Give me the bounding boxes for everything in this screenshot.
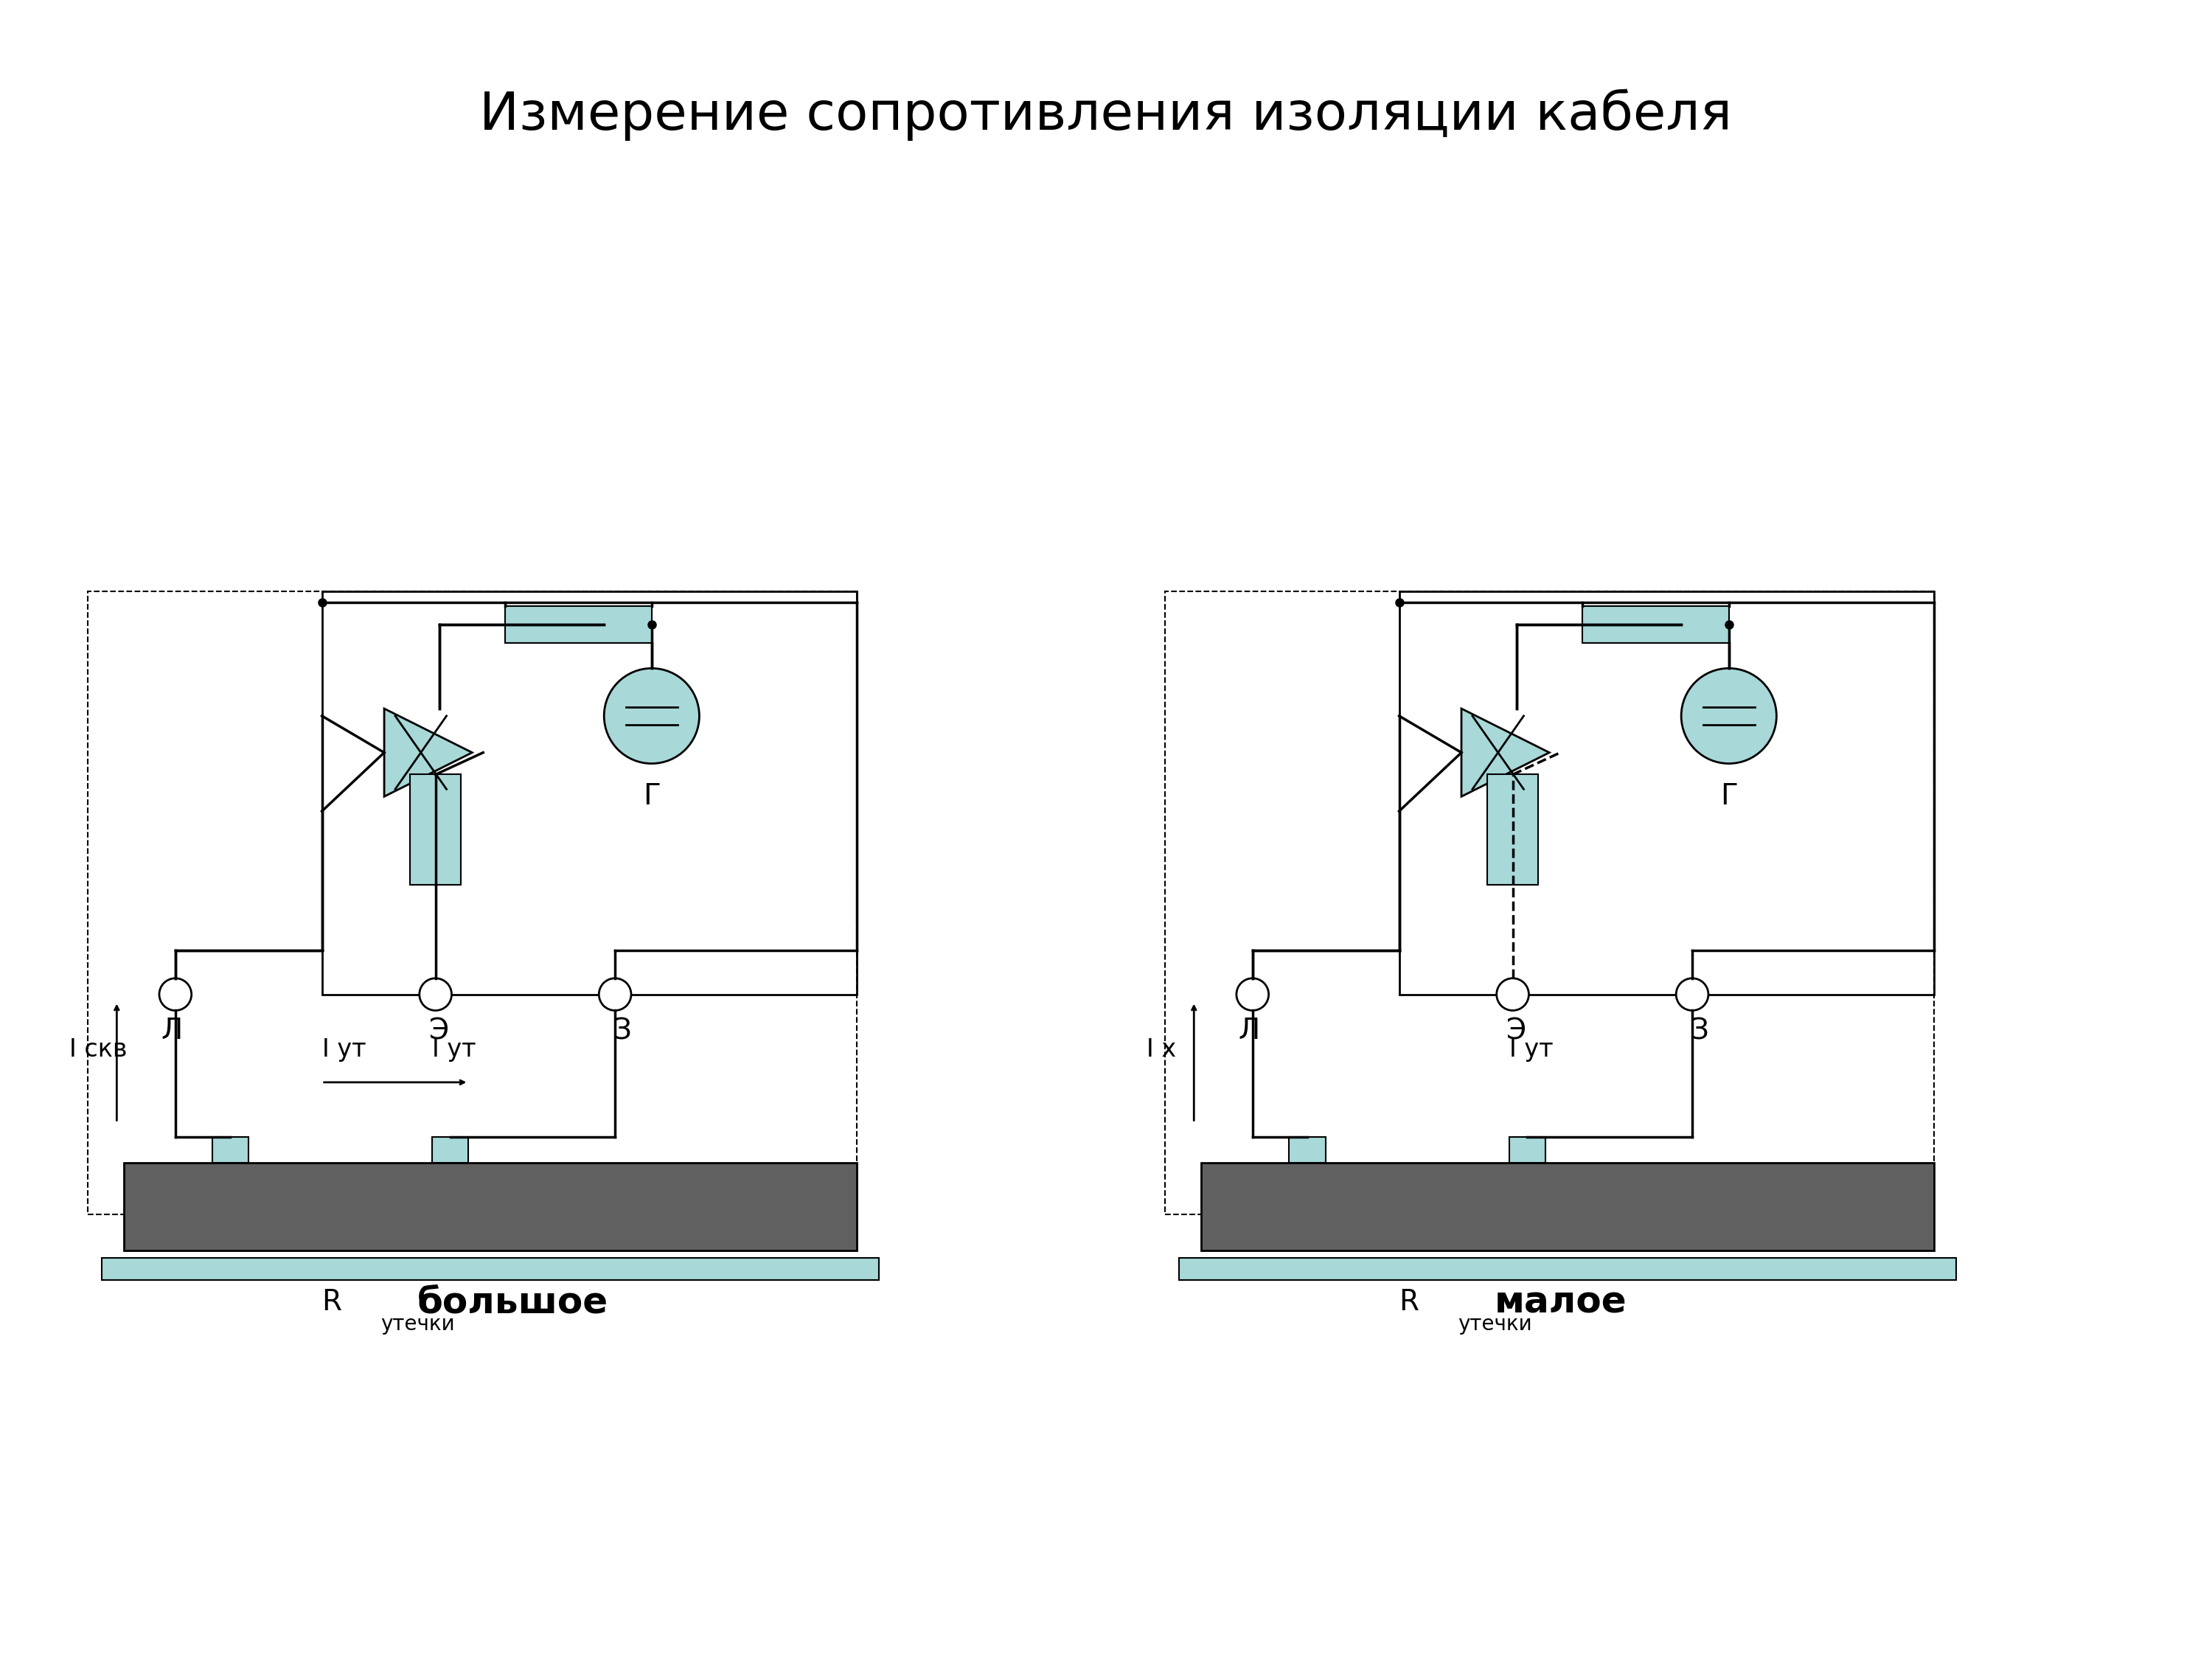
- Polygon shape: [1462, 708, 1548, 796]
- Text: Л: Л: [161, 1017, 181, 1045]
- Text: I скв: I скв: [69, 1037, 126, 1062]
- Bar: [212, 1138, 248, 1163]
- Bar: [1400, 591, 1933, 994]
- Text: Г: Г: [644, 783, 661, 811]
- Circle shape: [1237, 979, 1270, 1010]
- Circle shape: [420, 979, 451, 1010]
- Bar: [504, 606, 653, 642]
- Bar: [1290, 1138, 1325, 1163]
- Text: малое: малое: [1495, 1284, 1626, 1321]
- Text: З: З: [1690, 1017, 1710, 1045]
- Bar: [1582, 606, 1730, 642]
- Bar: [1486, 775, 1537, 884]
- Circle shape: [1681, 669, 1776, 763]
- Text: Измерение сопротивления изоляции кабеля: Измерение сопротивления изоляции кабеля: [480, 90, 1732, 141]
- Text: I ут: I ут: [323, 1037, 365, 1062]
- Bar: [1179, 1258, 1955, 1281]
- Text: I ут: I ут: [431, 1037, 476, 1062]
- Text: R: R: [323, 1287, 352, 1316]
- Bar: [102, 1258, 878, 1281]
- Bar: [1201, 1163, 1933, 1251]
- Text: З: З: [613, 1017, 633, 1045]
- Text: Л: Л: [1239, 1017, 1259, 1045]
- Text: I х: I х: [1146, 1037, 1177, 1062]
- Circle shape: [1498, 979, 1528, 1010]
- Bar: [431, 1138, 469, 1163]
- Circle shape: [604, 669, 699, 763]
- Circle shape: [159, 979, 192, 1010]
- Text: Э: Э: [429, 1017, 449, 1045]
- Text: утечки: утечки: [380, 1314, 456, 1334]
- Circle shape: [1677, 979, 1708, 1010]
- Bar: [1166, 591, 1933, 1214]
- Bar: [323, 591, 856, 994]
- Text: I ут: I ут: [1509, 1037, 1553, 1062]
- Bar: [88, 591, 856, 1214]
- Text: Г: Г: [1721, 783, 1739, 811]
- Text: Э: Э: [1506, 1017, 1526, 1045]
- Text: утечки: утечки: [1458, 1314, 1533, 1334]
- Polygon shape: [385, 708, 471, 796]
- Bar: [124, 1163, 856, 1251]
- Bar: [1509, 1138, 1546, 1163]
- Text: R: R: [1400, 1287, 1429, 1316]
- Circle shape: [599, 979, 630, 1010]
- Text: большое: большое: [418, 1284, 608, 1321]
- Bar: [409, 775, 460, 884]
